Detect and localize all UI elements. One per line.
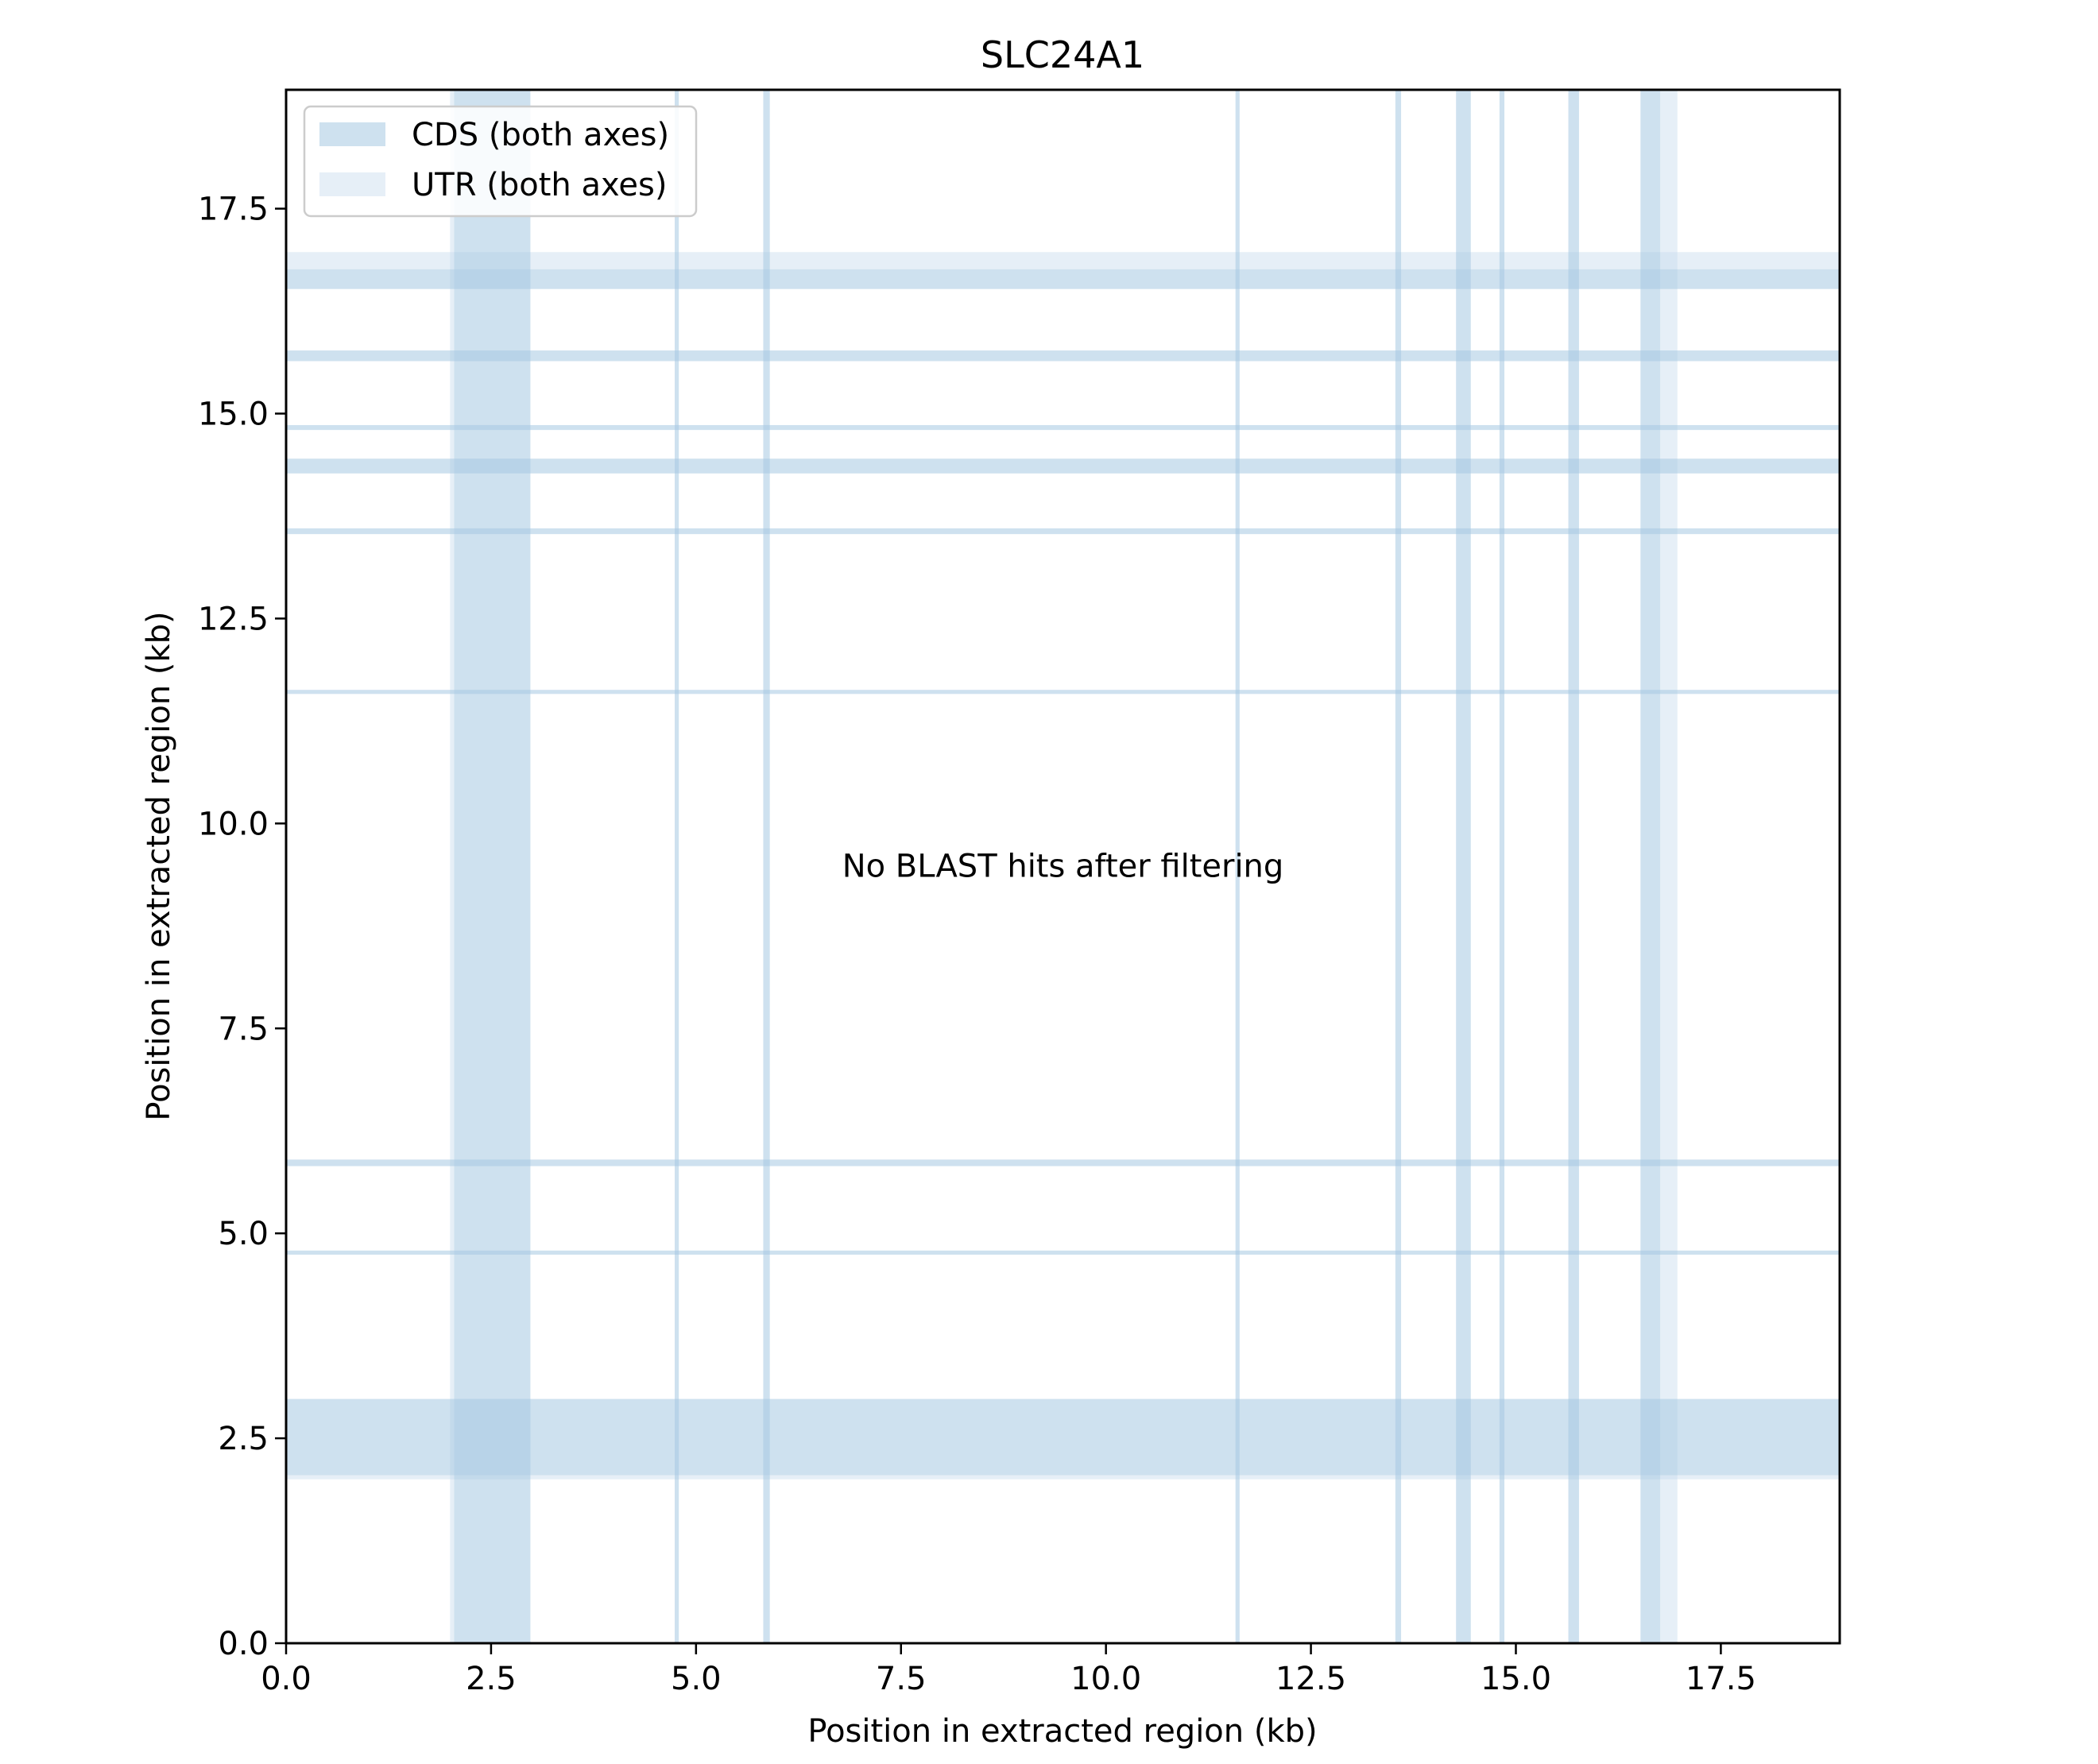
y-tick-label: 0.0 [218, 1626, 269, 1662]
cds-band-vertical-6 [1499, 90, 1505, 1643]
cds-band-horizontal-8 [286, 269, 1840, 289]
cds-band-horizontal-4 [286, 528, 1840, 535]
y-tick-label: 12.5 [198, 601, 269, 637]
cds-band-horizontal-0 [286, 1398, 1840, 1476]
x-tick-label: 12.5 [1275, 1661, 1346, 1697]
y-tick-label: 5.0 [218, 1216, 269, 1252]
cds-band-vertical-0 [454, 90, 531, 1643]
no-hits-annotation: No BLAST hits after filtering [842, 849, 1284, 885]
cds-band-horizontal-5 [286, 458, 1840, 474]
utr-band-horizontal-0 [286, 1475, 1840, 1480]
utr-band-vertical-0 [450, 90, 455, 1643]
x-tick-label: 17.5 [1686, 1661, 1756, 1697]
cds-band-vertical-7 [1568, 90, 1579, 1643]
x-tick-label: 2.5 [466, 1661, 517, 1697]
legend: CDS (both axes) UTR (both axes) [303, 105, 698, 218]
y-tick-label: 2.5 [218, 1421, 269, 1457]
legend-swatch-cds [319, 122, 385, 146]
legend-label-cds: CDS (both axes) [412, 117, 669, 153]
cds-band-vertical-5 [1456, 90, 1471, 1643]
y-tick-label: 17.5 [198, 191, 269, 228]
cds-band-vertical-3 [1235, 90, 1240, 1643]
x-tick-label: 0.0 [261, 1661, 312, 1697]
utr-band-horizontal-1 [286, 252, 1840, 269]
legend-box [303, 105, 698, 218]
cds-band-horizontal-1 [286, 1250, 1840, 1255]
plot-frame [285, 88, 1841, 1645]
y-axis-ticks: 0.0 2.5 5.0 7.5 10.0 12.5 15.0 17.5 [198, 191, 286, 1662]
x-tick-label: 15.0 [1481, 1661, 1551, 1697]
x-axis-label: Position in extracted region (kb) [807, 1713, 1317, 1750]
y-tick-label: 15.0 [198, 397, 269, 433]
legend-swatch-utr [319, 172, 385, 196]
x-tick-label: 7.5 [876, 1661, 927, 1697]
cds-band-horizontal-3 [286, 690, 1840, 694]
cds-band-horizontal-6 [286, 424, 1840, 431]
utr-band-vertical-1 [1660, 90, 1678, 1643]
cds-band-horizontal-7 [286, 350, 1840, 362]
y-axis-label: Position in extracted region (kb) [141, 611, 177, 1120]
cds-band-vertical-8 [1640, 90, 1661, 1643]
region-bands [286, 90, 1840, 1643]
y-tick-label: 7.5 [218, 1011, 269, 1047]
cds-band-vertical-1 [675, 90, 679, 1643]
chart-title: SLC24A1 [981, 33, 1144, 76]
cds-band-horizontal-2 [286, 1159, 1840, 1166]
x-tick-label: 5.0 [671, 1661, 722, 1697]
x-axis-ticks: 0.0 2.5 5.0 7.5 10.0 12.5 15.0 17.5 [261, 1643, 1756, 1697]
y-tick-label: 10.0 [198, 806, 269, 842]
cds-band-vertical-4 [1395, 90, 1402, 1643]
x-tick-label: 10.0 [1070, 1661, 1141, 1697]
cds-band-vertical-2 [763, 90, 770, 1643]
legend-label-utr: UTR (both axes) [412, 167, 667, 203]
